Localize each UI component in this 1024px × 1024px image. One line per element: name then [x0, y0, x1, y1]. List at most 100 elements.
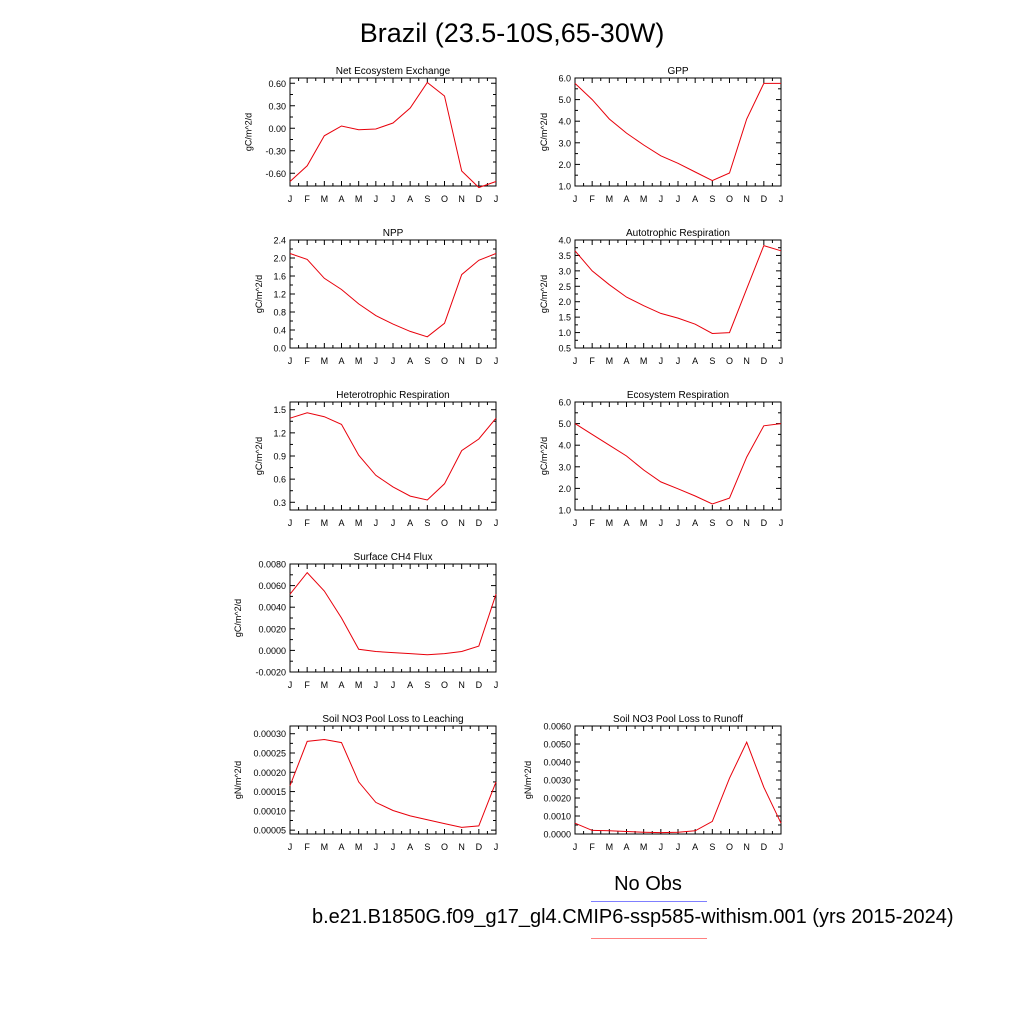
panel-1-ytick-label: -0.30: [265, 146, 286, 156]
panel-3-title: NPP: [383, 228, 404, 239]
panel-5-xtick-label: D: [476, 518, 483, 528]
panel-4-xtick-label: S: [709, 356, 715, 366]
panel-4-xtick-label: J: [676, 356, 681, 366]
panel-6-xtick-label: M: [640, 518, 648, 528]
panel-1-xtick-label: A: [407, 194, 413, 204]
panel-2-ylabel: gC/m^2/d: [539, 113, 549, 151]
panel-7-ytick-label: 0.0000: [258, 646, 286, 656]
panel-5-ytick-label: 1.5: [273, 405, 286, 415]
panel-9-xtick-label: S: [709, 842, 715, 852]
panel-8-ylabel: gN/m^2/d: [233, 761, 243, 799]
panel-6-ytick-label: 5.0: [558, 419, 571, 429]
panel-8-ytick-label: 0.00015: [253, 787, 286, 797]
panel-9-frame: [574, 725, 782, 835]
panel-2-xtick-label: A: [623, 194, 629, 204]
panel-1-ytick-label: 0.30: [268, 101, 286, 111]
panel-7-ylabel: gC/m^2/d: [233, 599, 243, 637]
panel-8-ytick-label: 0.00020: [253, 768, 286, 778]
panel-2-xtick-label: A: [692, 194, 698, 204]
panel-3-xtick-label: J: [391, 356, 396, 366]
panel-3-xtick-label: J: [494, 356, 499, 366]
panel-4-ytick-label: 1.0: [558, 328, 571, 338]
panel-4-ytick-label: 3.0: [558, 266, 571, 276]
panel-5-frame: [289, 401, 497, 511]
panel-9-series-line: [574, 740, 782, 834]
panel-5-ytick-label: 0.6: [273, 475, 286, 485]
panel-9-xtick-label: A: [623, 842, 629, 852]
panel-4-xtick-label: F: [589, 356, 595, 366]
panel-6-series-line: [574, 423, 782, 505]
panel-8-ytick-label: 0.00010: [253, 806, 286, 816]
panel-3-xtick-label: N: [458, 356, 465, 366]
panel-2-xtick-label: F: [589, 194, 595, 204]
panel-2-ytick-label: 6.0: [558, 74, 571, 84]
panel-6-xtick-label: M: [606, 518, 614, 528]
panel-8-xtick-label: A: [407, 842, 413, 852]
panel-7-xtick-label: M: [355, 680, 363, 690]
panel-8-xtick-label: J: [391, 842, 396, 852]
panel-7-xtick-label: D: [476, 680, 483, 690]
panel-5-xtick-label: J: [494, 518, 499, 528]
panel-6-frame: [574, 401, 782, 511]
panel-3-xtick-label: D: [476, 356, 483, 366]
panel-4-xtick-label: J: [779, 356, 784, 366]
panel-6-xtick-label: J: [573, 518, 578, 528]
panel-3-ytick-label: 2.4: [273, 236, 286, 246]
panel-2-xtick-label: J: [659, 194, 664, 204]
panel-4-title: Autotrophic Respiration: [626, 228, 730, 239]
panel-2-ytick-label: 3.0: [558, 138, 571, 148]
panel-6-xtick-label: F: [589, 518, 595, 528]
panel-5-xtick-label: J: [288, 518, 293, 528]
panel-9-xtick-label: D: [761, 842, 768, 852]
panel-4-series-line: [574, 244, 782, 335]
panel-7-frame: [289, 563, 497, 673]
panel-2-ytick-label: 5.0: [558, 95, 571, 105]
panel-1-series-line: [289, 81, 497, 189]
panel-2-title: GPP: [667, 66, 688, 77]
panel-3-xtick-label: F: [304, 356, 310, 366]
panel-5-xtick-label: O: [441, 518, 448, 528]
panel-9-title: Soil NO3 Pool Loss to Runoff: [613, 714, 743, 725]
panel-2-series-line: [574, 82, 781, 182]
panel-1-xtick-label: N: [458, 194, 465, 204]
panel-9-ylabel: gN/m^2/d: [523, 761, 533, 799]
panel-8-series-line: [289, 738, 497, 828]
panel-6-xtick-label: D: [761, 518, 768, 528]
panel-1-ytick-label: -0.60: [265, 169, 286, 179]
panel-9-ytick-label: 0.0060: [543, 722, 571, 732]
panel-6-xtick-label: O: [726, 518, 733, 528]
panel-3-xtick-label: J: [288, 356, 293, 366]
panel-4-ytick-label: 0.5: [558, 344, 571, 354]
panel-8-xtick-label: F: [304, 842, 310, 852]
panel-8-xtick-label: M: [355, 842, 363, 852]
panel-2-ytick-label: 2.0: [558, 160, 571, 170]
panel-9-xtick-label: J: [659, 842, 664, 852]
panel-1-title: Net Ecosystem Exchange: [336, 66, 451, 77]
panel-7-ytick-label: -0.0020: [255, 668, 286, 678]
panel-3-xtick-label: M: [321, 356, 329, 366]
panel-3-xtick-label: A: [407, 356, 413, 366]
panel-9-xtick-label: N: [743, 842, 750, 852]
panel-1-xtick-label: M: [321, 194, 329, 204]
panel-3-xtick-label: J: [374, 356, 379, 366]
panel-9-xtick-label: M: [640, 842, 648, 852]
panel-4-xtick-label: A: [623, 356, 629, 366]
panel-7-xtick-label: M: [321, 680, 329, 690]
panel-4-xtick-label: A: [692, 356, 698, 366]
panel-1-xtick-label: F: [304, 194, 310, 204]
panel-7-xtick-label: A: [407, 680, 413, 690]
panel-3-xtick-label: A: [338, 356, 344, 366]
panel-4-xtick-label: M: [606, 356, 614, 366]
panel-8-xtick-label: N: [458, 842, 465, 852]
panel-9-xtick-label: J: [779, 842, 784, 852]
panel-4-frame: [574, 239, 782, 349]
panel-6-ytick-label: 2.0: [558, 484, 571, 494]
panel-9-xtick-label: F: [589, 842, 595, 852]
panel-2-xtick-label: J: [676, 194, 681, 204]
panel-7-xtick-label: J: [374, 680, 379, 690]
panel-9-xtick-label: M: [606, 842, 614, 852]
panel-5-xtick-label: F: [304, 518, 310, 528]
panel-2-xtick-label: M: [640, 194, 648, 204]
panel-1-xtick-label: O: [441, 194, 448, 204]
panel-8-xtick-label: J: [374, 842, 379, 852]
